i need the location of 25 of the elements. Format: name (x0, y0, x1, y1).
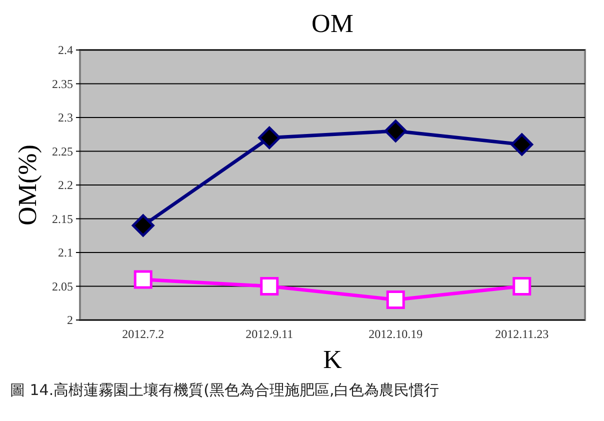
y-tick-label: 2.35 (52, 76, 73, 91)
x-tick-label: 2012.7.2 (122, 327, 164, 341)
point (512, 277, 532, 296)
caption: 圖 14.高樹蓮霧園土壤有機質(黑色為合理施肥區,白色為農民慣行 (10, 381, 440, 399)
point (510, 133, 534, 156)
x-tick-label: 2012.11.23 (495, 327, 549, 341)
point (386, 290, 405, 309)
chart-title: OM (312, 9, 354, 38)
point (132, 214, 154, 237)
y-tick-label: 2.1 (58, 246, 73, 260)
x-tick-label: 2012.10.19 (368, 327, 423, 341)
y-tick-label: 2.15 (52, 212, 73, 226)
y-tick-label: 2.05 (52, 279, 73, 294)
x-axis-title: K (323, 345, 342, 374)
y-tick-label: 2.2 (58, 178, 73, 192)
y-axis-title: OM(%) (13, 144, 42, 226)
y-tick-label: 2.3 (58, 110, 73, 124)
point (258, 126, 281, 149)
y-tick-label: 2.4 (58, 43, 73, 57)
y-tick-label: 2 (67, 313, 73, 327)
point (134, 270, 152, 289)
point (384, 120, 407, 142)
y-tick-label: 2.25 (52, 144, 73, 158)
x-tick-label: 2012.9.11 (246, 327, 294, 341)
point (260, 277, 279, 296)
